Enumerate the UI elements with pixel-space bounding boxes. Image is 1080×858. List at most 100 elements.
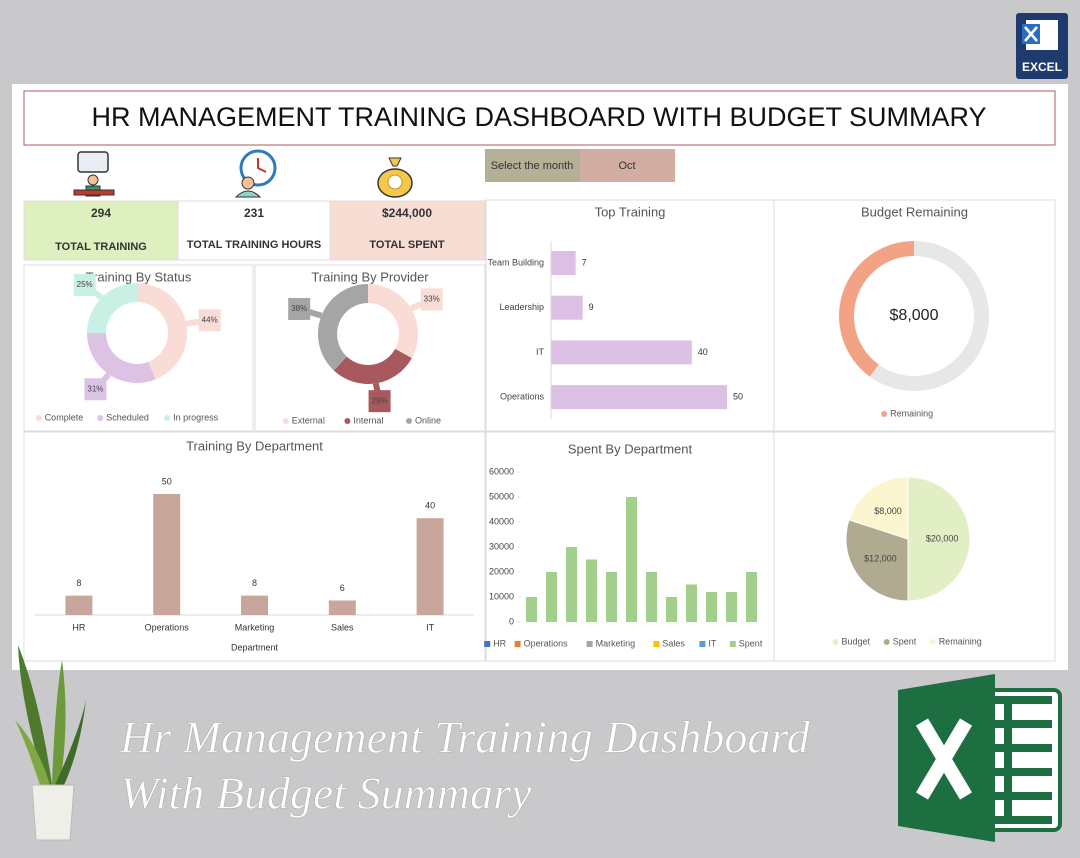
x-tick-label: Sales — [331, 622, 354, 632]
pie-slice — [845, 519, 909, 602]
legend-label: HR — [493, 638, 506, 648]
x-tick-label: Operations — [145, 622, 190, 632]
kpi-value: 231 — [244, 206, 264, 220]
data-label: 40 — [425, 501, 435, 511]
pie-slice — [848, 476, 909, 540]
legend-label: Internal — [353, 415, 383, 425]
pie-slice — [838, 240, 914, 377]
dashboard-title: HR MANAGEMENT TRAINING DASHBOARD WITH BU… — [91, 102, 986, 132]
excel-logo — [898, 674, 1062, 842]
footer-title-line: With Budget Summary — [120, 768, 532, 819]
selector-value[interactable]: Oct — [618, 160, 635, 172]
chart-title: Spent By Department — [568, 441, 693, 456]
y-tick-label: 10000 — [489, 591, 514, 601]
plant-decoration — [15, 645, 86, 841]
center-label: $8,000 — [890, 307, 939, 324]
pie-slice — [86, 333, 156, 384]
legend-swatch — [514, 641, 521, 647]
x-tick-label: IT — [426, 622, 435, 632]
data-label: 44% — [202, 315, 218, 324]
legend-swatch — [164, 415, 171, 421]
chart-title: Training By Status — [86, 269, 192, 284]
data-label: 8 — [252, 578, 257, 588]
chart-title: Budget Remaining — [861, 204, 968, 219]
chart-panel — [23, 431, 486, 662]
bar — [65, 595, 93, 615]
bar-segment — [706, 592, 717, 622]
data-label: 7 — [582, 257, 587, 267]
chart-title: Top Training — [595, 204, 666, 219]
kpi-value: $244,000 — [382, 206, 432, 220]
data-label: $8,000 — [874, 506, 902, 516]
y-tick-label: IT — [536, 347, 545, 357]
bar-segment — [586, 559, 597, 622]
badge-text: EXCEL — [1022, 60, 1062, 74]
data-label: $12,000 — [864, 553, 897, 563]
data-label: 6 — [340, 583, 345, 593]
chart-title: Training By Provider — [311, 269, 429, 284]
legend-label: Operations — [524, 638, 569, 648]
data-label: 33% — [424, 294, 440, 303]
legend-swatch — [699, 641, 706, 647]
chart-panel — [773, 199, 1056, 432]
bar — [551, 251, 576, 275]
y-tick-label: Leadership — [499, 302, 544, 312]
x-tick-label: Marketing — [235, 622, 275, 632]
legend-label: Scheduled — [106, 412, 149, 422]
pie-slice — [333, 348, 412, 385]
chart-title: Training By Department — [186, 438, 323, 453]
legend-label: Remaining — [939, 636, 982, 646]
selector-label: Select the month — [491, 160, 574, 172]
bar — [551, 385, 727, 410]
bar-segment — [726, 592, 737, 622]
legend-label: Spent — [893, 636, 917, 646]
legend-swatch — [282, 418, 289, 424]
y-tick-label: Team Building — [487, 257, 544, 267]
legend-swatch — [729, 641, 736, 647]
excel-badge: EXCEL — [1016, 13, 1068, 79]
bar — [241, 595, 268, 615]
data-label-box — [368, 390, 391, 413]
legend-label: Marketing — [596, 638, 636, 648]
y-tick-label: 0 — [509, 616, 514, 626]
data-label-box — [288, 297, 311, 320]
pie-slice — [317, 284, 368, 371]
y-tick-label: 40000 — [489, 516, 514, 526]
pie-slice — [368, 284, 419, 359]
bar-segment — [746, 572, 757, 622]
pie-slice — [137, 283, 188, 380]
kpi-card — [177, 200, 331, 261]
kpi-value: 294 — [91, 206, 111, 220]
data-label: 29% — [372, 396, 388, 405]
legend-label: IT — [708, 638, 717, 648]
data-label: 25% — [77, 280, 93, 289]
bar-segment — [526, 597, 537, 622]
data-label: 31% — [87, 384, 103, 393]
bar-segment — [646, 572, 657, 622]
bar-segment — [606, 572, 617, 622]
kpi-label: TOTAL TRAINING HOURS — [187, 239, 321, 251]
legend-label: Budget — [842, 636, 871, 646]
legend-swatch — [832, 639, 839, 645]
legend-swatch — [35, 415, 42, 421]
money-bag-icon — [377, 157, 413, 198]
selector-value-box[interactable] — [580, 149, 675, 182]
legend-swatch — [406, 418, 412, 424]
bar-segment — [686, 584, 697, 622]
data-label: 50 — [162, 476, 172, 486]
data-label-box — [73, 273, 96, 296]
x-tick-label: HR — [72, 622, 85, 632]
kpi-card — [329, 200, 486, 261]
kpi-label: TOTAL SPENT — [369, 239, 444, 251]
bar-segment — [626, 497, 637, 622]
data-label: 38% — [291, 304, 307, 313]
footer-title-line: Hr Management Training Dashboard — [119, 712, 811, 763]
y-tick-label: 30000 — [489, 541, 514, 551]
y-tick-label: 60000 — [489, 466, 514, 476]
data-label: 9 — [589, 302, 594, 312]
legend-label: Remaining — [890, 408, 933, 418]
data-label: 40 — [698, 347, 708, 357]
legend-swatch — [653, 641, 660, 647]
data-label: 50 — [733, 391, 743, 401]
